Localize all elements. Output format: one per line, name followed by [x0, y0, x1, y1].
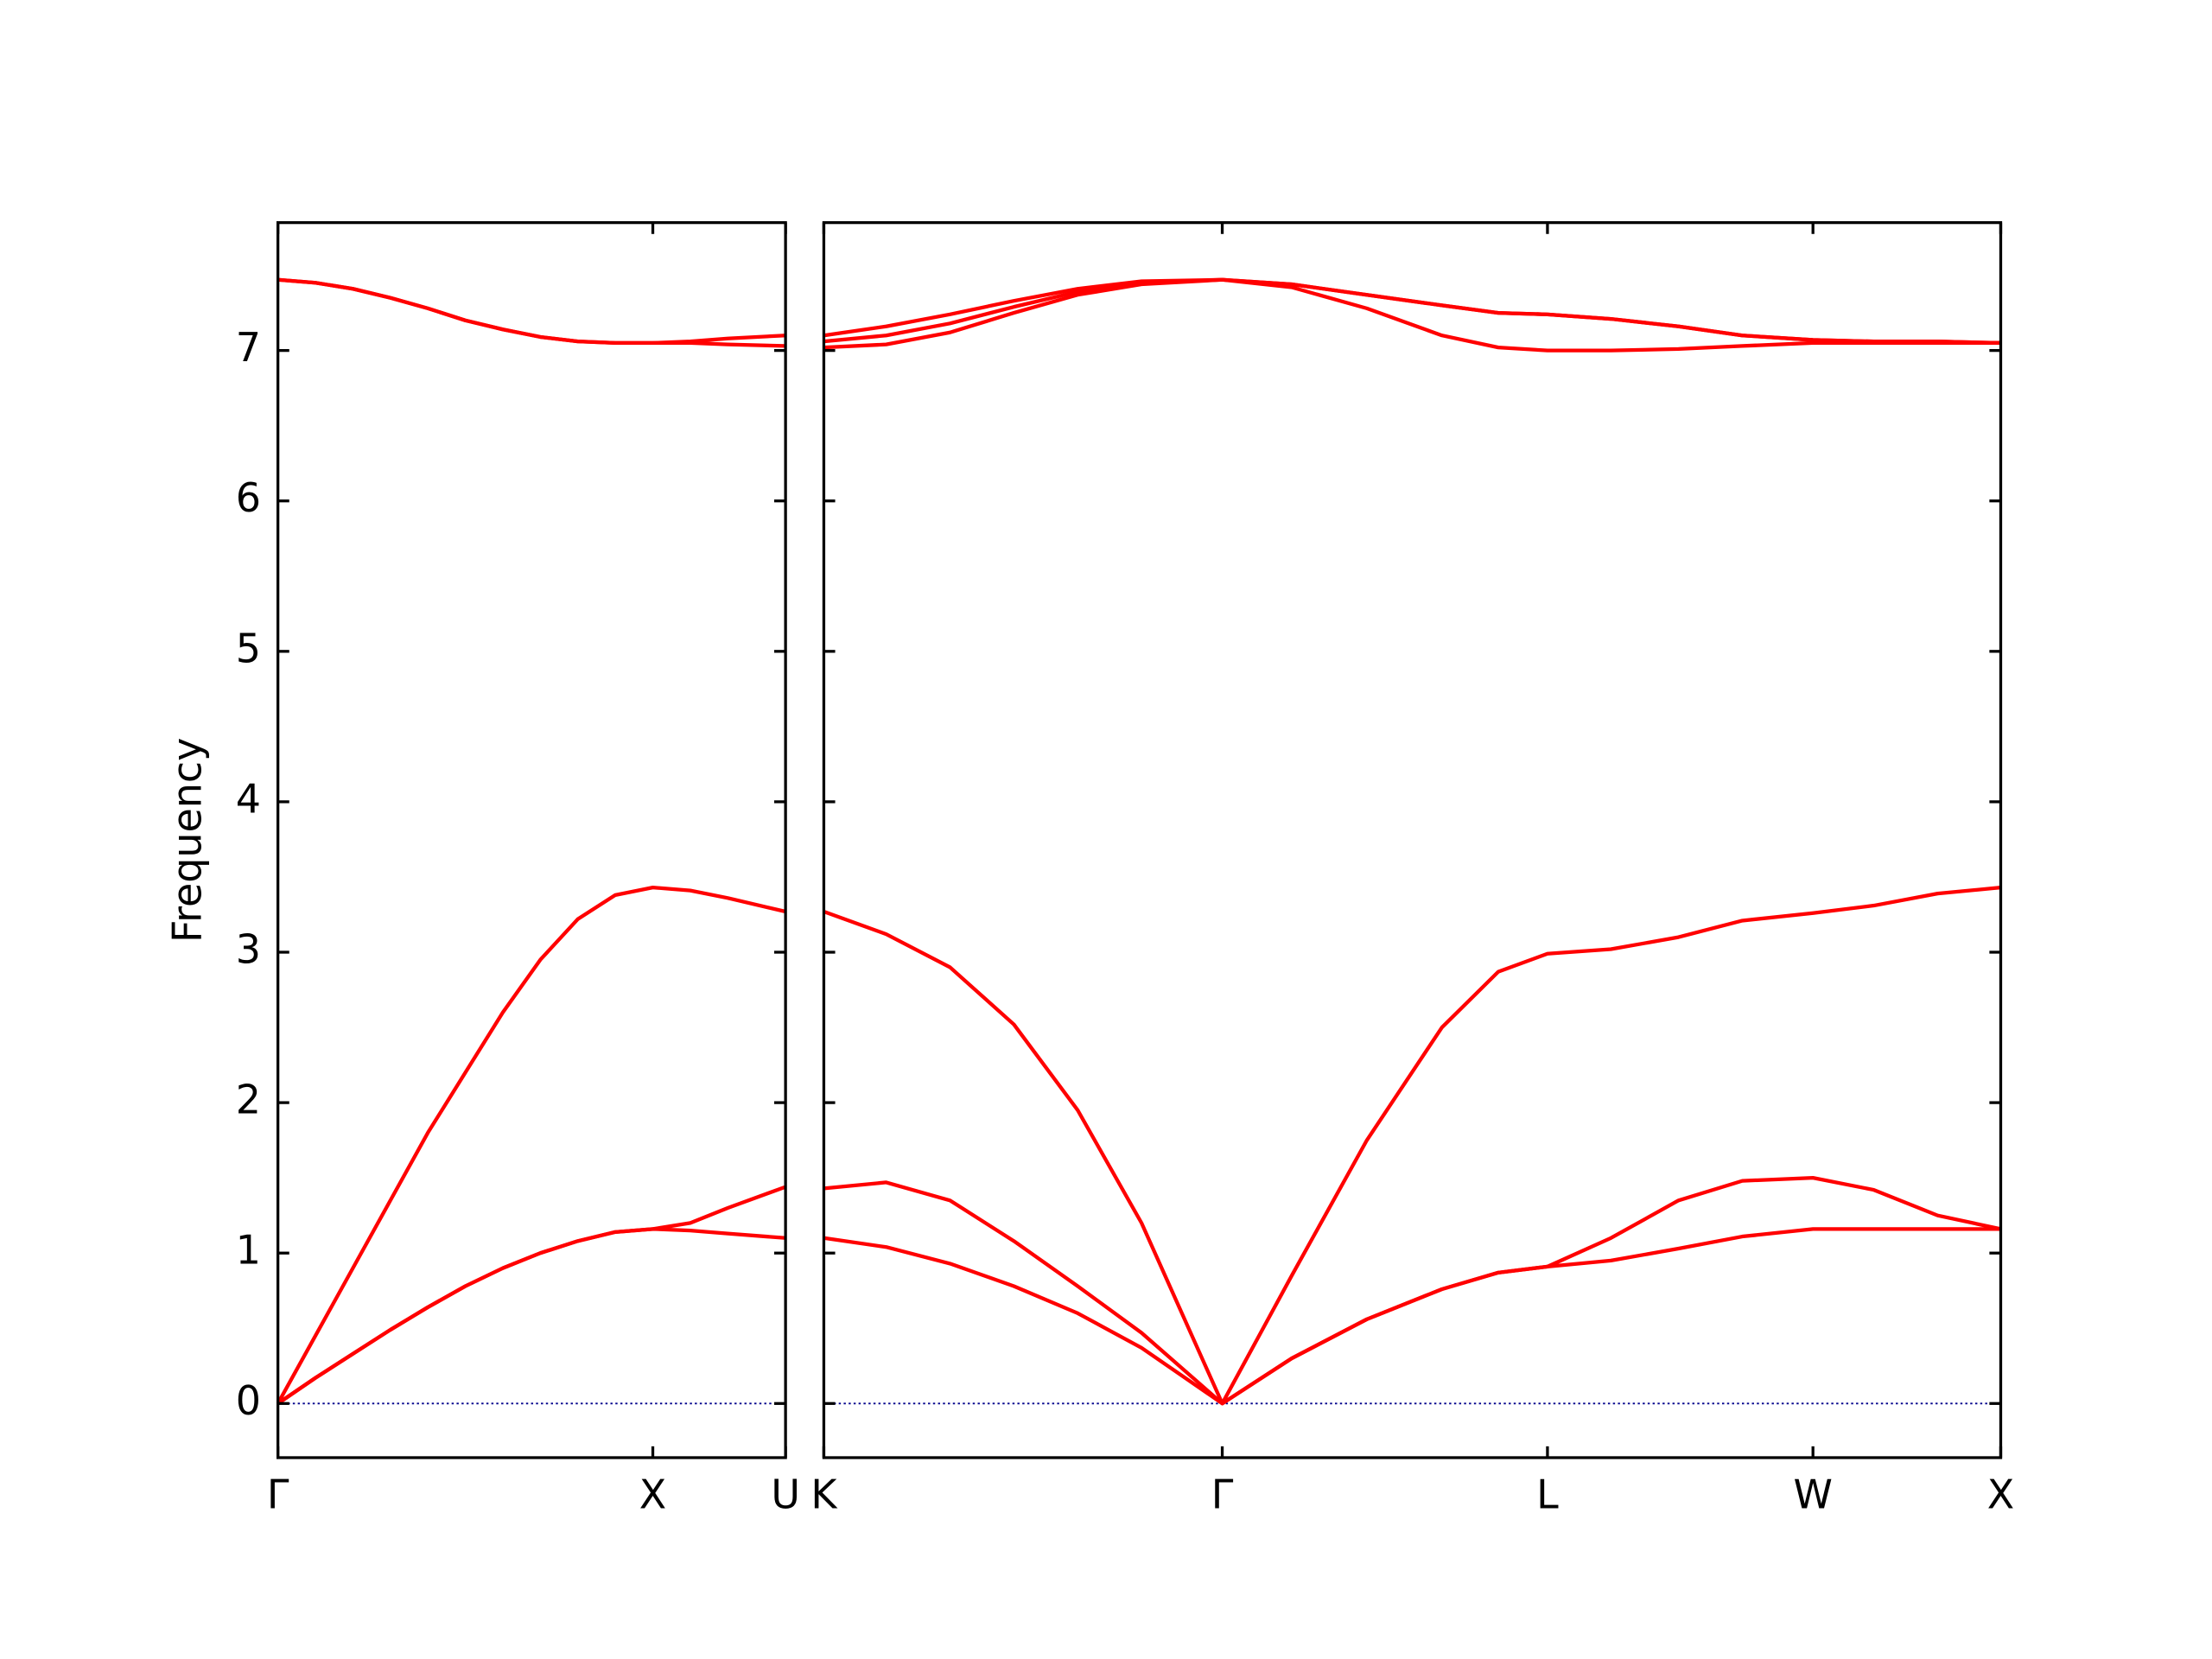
- y-axis-label: Frequency: [163, 738, 210, 943]
- band-line: [823, 277, 2001, 346]
- y-tick-label: 3: [236, 926, 261, 973]
- y-tick-label: 0: [236, 1377, 261, 1424]
- x-tick-label: Γ: [1211, 1471, 1234, 1517]
- y-tick-label: 6: [236, 474, 261, 521]
- x-tick-label: K: [810, 1471, 838, 1517]
- y-tick-label: 5: [236, 625, 261, 671]
- y-tick-label: 4: [236, 775, 261, 822]
- band-line: [277, 277, 786, 346]
- band-line: [823, 277, 2001, 346]
- y-tick-label: 1: [236, 1227, 261, 1274]
- x-tick-label: Γ: [267, 1471, 289, 1517]
- band-line: [276, 886, 786, 1405]
- x-tick-label: U: [771, 1471, 800, 1517]
- band-line: [823, 277, 2001, 353]
- band-line: [823, 1176, 2001, 1406]
- axes-frame: [276, 221, 787, 1459]
- x-tick-label: W: [1793, 1471, 1832, 1517]
- axes-frame: [822, 221, 2003, 1459]
- x-tick-label: X: [1987, 1471, 2014, 1517]
- y-tick-label: 7: [236, 324, 261, 371]
- band-line: [823, 1227, 2001, 1406]
- band-line: [823, 886, 2001, 1406]
- x-tick-label: L: [1536, 1471, 1559, 1517]
- y-tick-label: 2: [236, 1077, 261, 1123]
- band-line: [276, 1185, 786, 1406]
- x-tick-label: X: [639, 1471, 666, 1517]
